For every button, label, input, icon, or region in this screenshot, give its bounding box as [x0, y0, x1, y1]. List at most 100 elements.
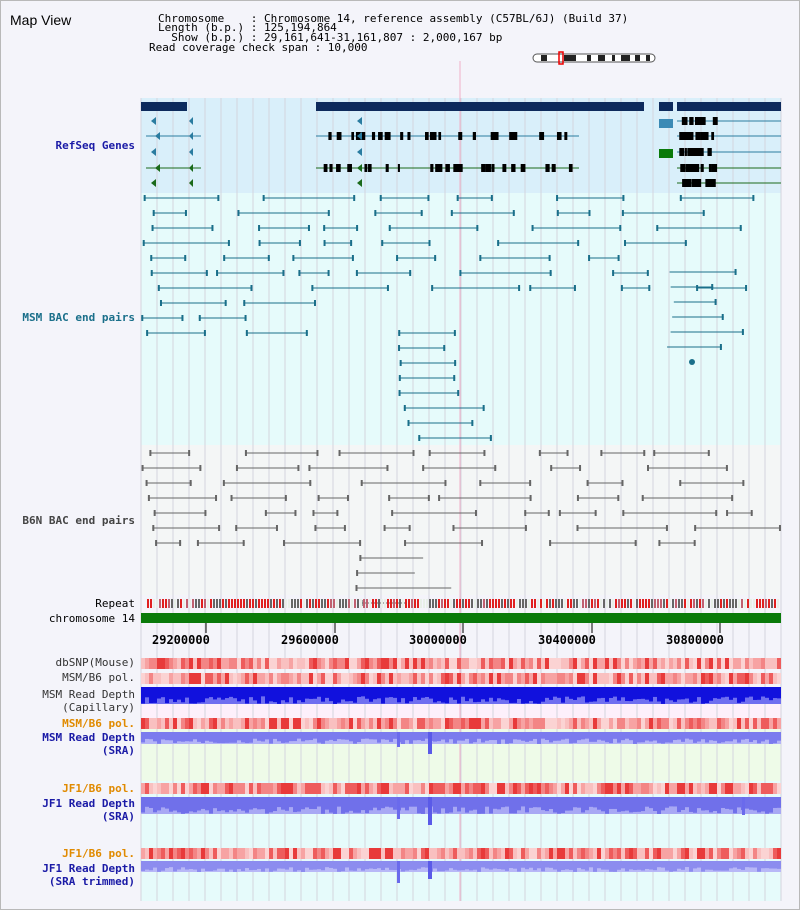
heat-cell: [417, 718, 421, 729]
track-label-refseq[interactable]: RefSeq Genes: [55, 139, 135, 152]
bac-end: [258, 225, 261, 231]
heat-cell: [373, 658, 377, 669]
depth-bar: [381, 732, 385, 740]
heat-cell: [149, 673, 153, 684]
repeat-mark: [348, 599, 350, 608]
heat-cell: [637, 658, 641, 669]
depth-bar: [317, 687, 321, 697]
heat-cell: [405, 783, 409, 794]
depth-bar: [277, 861, 281, 869]
depth-bar: [377, 687, 381, 699]
heat-cell: [241, 658, 245, 669]
heat-cell: [417, 673, 421, 684]
heat-cell: [313, 658, 317, 669]
track-label-dbsnp: dbSNP(Mouse): [55, 656, 135, 669]
depth-spike: [397, 732, 400, 747]
heat-cell: [749, 848, 753, 859]
depth-bar: [645, 687, 649, 700]
heat-cell: [605, 658, 609, 669]
depth-bar: [717, 861, 721, 871]
heat-cell: [457, 783, 461, 794]
bac-end: [696, 285, 699, 291]
bac-end: [224, 300, 227, 306]
heat-cell: [549, 718, 553, 729]
bac-end: [292, 255, 295, 261]
heat-cell: [281, 673, 285, 684]
depth-bar: [689, 861, 693, 872]
depth-bar: [517, 687, 521, 700]
depth-bar: [141, 861, 145, 871]
heat-cell: [261, 658, 265, 669]
heat-cell: [549, 848, 553, 859]
heat-cell: [641, 658, 645, 669]
heat-cell: [257, 658, 261, 669]
depth-bar: [713, 687, 717, 699]
heat-cell: [157, 783, 161, 794]
heat-cell: [773, 673, 777, 684]
depth-bar: [269, 687, 273, 702]
bac-end: [489, 435, 492, 441]
bac-end: [408, 525, 411, 531]
depth-bar: [141, 732, 145, 743]
track-label-msm-bac[interactable]: MSM BAC end pairs: [22, 311, 135, 324]
heat-cell: [509, 848, 513, 859]
heat-cell: [381, 718, 385, 729]
depth-bar: [353, 861, 357, 871]
depth-bar: [341, 861, 345, 872]
bac-end: [381, 240, 384, 246]
refseq-exon: [351, 132, 355, 140]
bac-end: [386, 285, 389, 291]
heat-cell: [461, 783, 465, 794]
heat-cell: [601, 848, 605, 859]
depth-bar: [461, 687, 465, 697]
depth-bar: [329, 797, 333, 813]
refseq-exon: [691, 164, 695, 172]
heat-cell: [461, 848, 465, 859]
depth-bar: [765, 797, 769, 814]
heat-cell: [257, 718, 261, 729]
repeat-mark: [321, 599, 323, 608]
heat-cell: [165, 658, 169, 669]
depth-bar: [225, 732, 229, 743]
depth-bar: [621, 732, 625, 741]
depth-bar: [249, 797, 253, 810]
depth-bar: [717, 732, 721, 744]
heat-cell: [665, 848, 669, 859]
bac-end: [237, 210, 240, 216]
depth-bar: [393, 861, 397, 870]
heat-cell: [513, 848, 517, 859]
heat-cell: [509, 718, 513, 729]
depth-bar: [705, 861, 709, 870]
heat-cell: [765, 848, 769, 859]
heat-cell: [309, 718, 313, 729]
heat-cell: [445, 783, 449, 794]
ideogram-band: [621, 55, 630, 61]
bac-end: [407, 420, 410, 426]
depth-bar: [461, 861, 465, 871]
depth-bar: [277, 797, 281, 808]
depth-bar: [217, 797, 221, 812]
depth-bar: [777, 861, 781, 869]
bac-end: [336, 510, 339, 516]
refseq-exon: [711, 164, 715, 172]
bac-end: [409, 270, 412, 276]
repeat-mark: [249, 599, 251, 608]
bac-end: [141, 465, 144, 471]
repeat-mark: [738, 599, 740, 608]
track-label-b6n-bac[interactable]: B6N BAC end pairs: [22, 514, 135, 527]
depth-bar: [381, 861, 385, 870]
heat-cell: [277, 658, 281, 669]
bac-end: [184, 255, 187, 261]
depth-bar: [553, 687, 557, 697]
depth-bar: [605, 797, 609, 814]
depth-bar: [265, 797, 269, 814]
refseq-exon: [711, 132, 715, 140]
heat-cell: [461, 718, 465, 729]
bac-end: [679, 195, 682, 201]
bac-end: [196, 540, 199, 546]
heat-cell: [613, 658, 617, 669]
bac-end: [157, 285, 160, 291]
refseq-exon: [708, 164, 712, 172]
depth-bar: [549, 797, 553, 810]
